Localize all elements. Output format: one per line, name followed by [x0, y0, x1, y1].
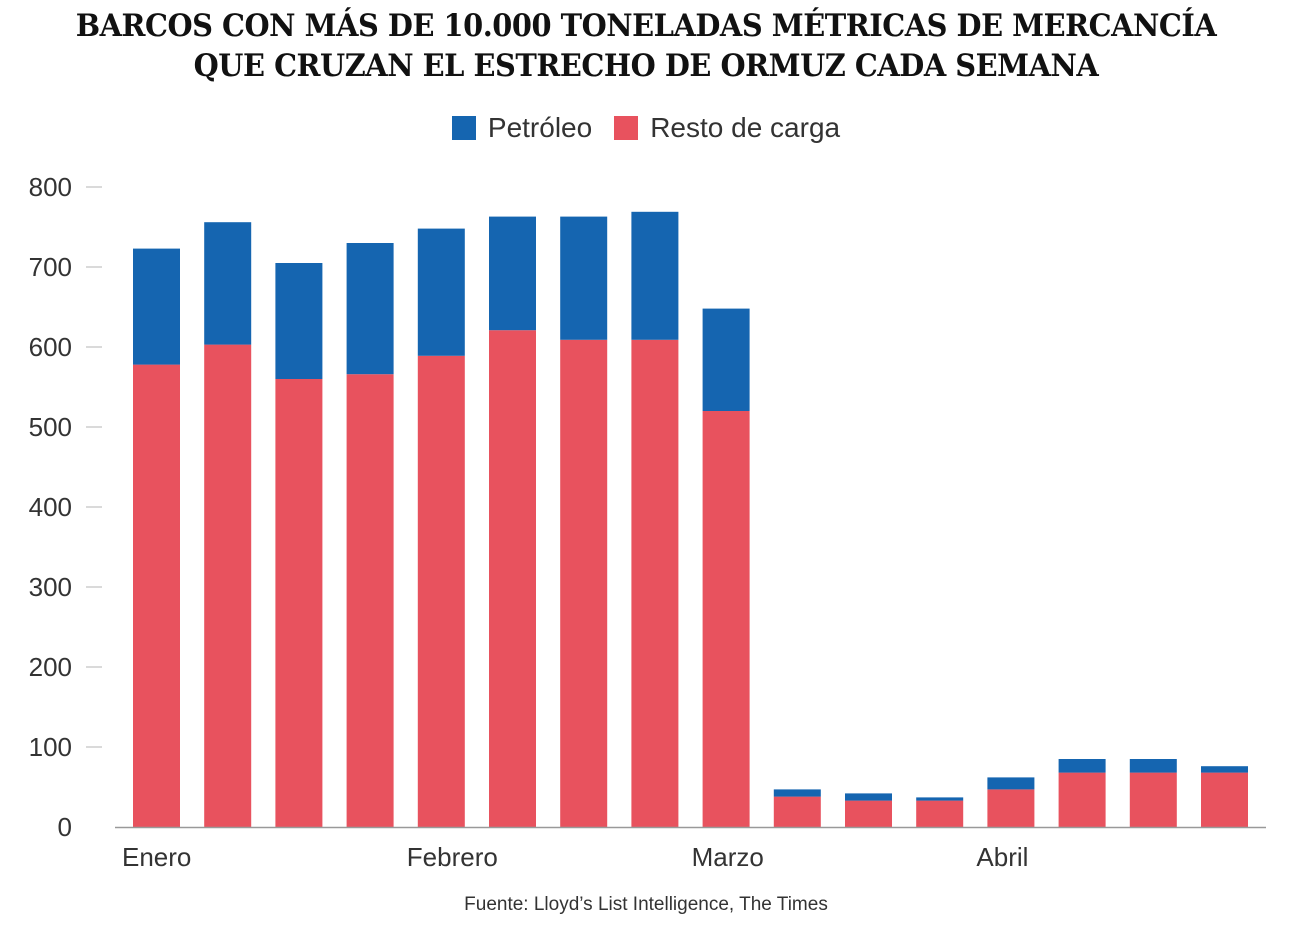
bars — [133, 211, 1248, 827]
bar-petroleo — [489, 216, 536, 331]
bar-petroleo — [1201, 766, 1248, 773]
bar-resto-de-carga — [204, 344, 252, 827]
bar-resto-de-carga — [417, 355, 465, 827]
y-tick-label: 600 — [29, 332, 72, 362]
y-tick-label: 300 — [29, 572, 72, 602]
legend-swatch-resto-de-carga — [614, 116, 639, 140]
y-tick-label: 400 — [29, 492, 72, 522]
bar-resto-de-carga — [489, 330, 536, 827]
bar-petroleo — [275, 263, 323, 379]
bar-resto-de-carga — [631, 339, 679, 827]
bar-resto-de-carga — [275, 379, 323, 827]
legend-swatch-petroleo — [451, 116, 476, 140]
y-tick-label: 800 — [29, 172, 72, 202]
legend-item-petroleo: Petróleo — [451, 112, 593, 144]
bar-resto-de-carga — [560, 339, 608, 827]
bar-petroleo — [346, 243, 394, 375]
bar-petroleo — [987, 777, 1035, 790]
chart-title: BARCOS CON MÁS DE 10.000 TONELADAS MÉTRI… — [45, 6, 1247, 86]
bar-resto-de-carga — [845, 800, 892, 827]
legend-item-resto-de-carga: Resto de carga — [614, 112, 840, 144]
bar-petroleo — [702, 308, 750, 411]
bar-petroleo — [773, 789, 821, 797]
chart-legend: Petróleo Resto de carga — [0, 112, 1292, 144]
chart-title-line-1: BARCOS CON MÁS DE 10.000 TONELADAS MÉTRI… — [75, 8, 1217, 44]
bar-resto-de-carga — [773, 796, 821, 827]
y-tick-label: 700 — [29, 252, 72, 282]
bar-petroleo — [1129, 759, 1177, 773]
x-tick-label: Abril — [976, 842, 1028, 872]
bar-resto-de-carga — [1201, 772, 1248, 827]
bar-petroleo — [845, 793, 892, 801]
x-tick-label: Febrero — [407, 842, 498, 872]
bar-petroleo — [631, 211, 679, 340]
y-tick-label: 500 — [29, 412, 72, 442]
bar-petroleo — [133, 248, 180, 365]
bar-resto-de-carga — [1129, 772, 1177, 827]
bar-resto-de-carga — [987, 789, 1035, 827]
y-axis: 0 100 200 300 400 500 600 700 800 — [29, 172, 102, 842]
bar-resto-de-carga — [1058, 772, 1106, 827]
y-tick-label: 200 — [29, 652, 72, 682]
x-axis: Enero Febrero Marzo Abril — [115, 826, 1266, 872]
bar-resto-de-carga — [133, 364, 180, 827]
bar-resto-de-carga — [346, 374, 394, 827]
bar-petroleo — [204, 222, 252, 345]
bar-petroleo — [417, 228, 465, 356]
source-note: Fuente: Lloyd’s List Intelligence, The T… — [464, 894, 828, 915]
x-tick-label: Marzo — [692, 842, 764, 872]
chart-title-line-2: QUE CRUZAN EL ESTRECHO DE ORMUZ CADA SEM… — [193, 48, 1099, 84]
x-tick-label: Enero — [122, 842, 191, 872]
bar-petroleo — [916, 797, 964, 801]
y-tick-label: 100 — [29, 732, 72, 762]
legend-label-petroleo: Petróleo — [487, 112, 593, 143]
legend-label-resto-de-carga: Resto de carga — [650, 112, 841, 143]
bar-resto-de-carga — [702, 411, 750, 827]
y-tick-label: 0 — [58, 812, 72, 842]
bar-resto-de-carga — [916, 800, 964, 827]
bar-petroleo — [1058, 759, 1106, 773]
bar-petroleo — [560, 216, 608, 340]
